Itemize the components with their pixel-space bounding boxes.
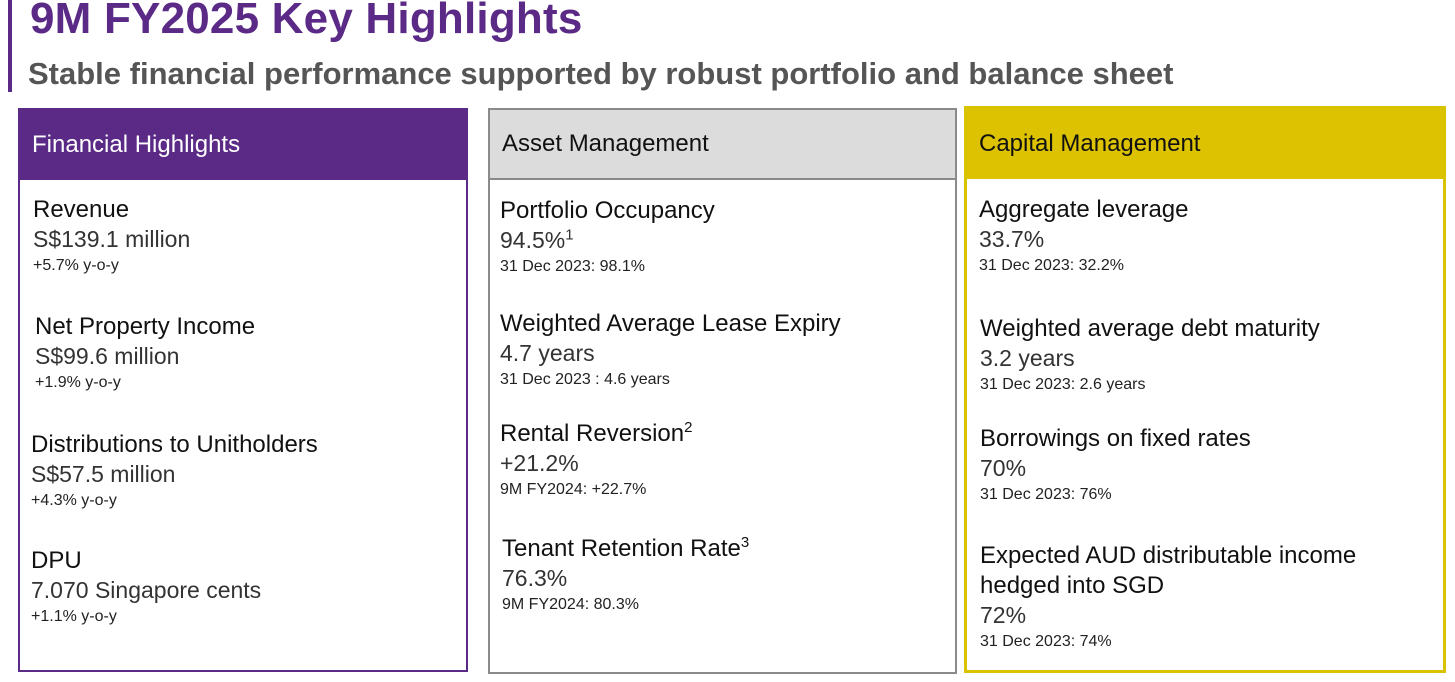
metric-value: 76.3%	[502, 565, 568, 591]
metric-debt-maturity: Weighted average debt maturity 3.2 years…	[980, 314, 1320, 395]
capital-management-header: Capital Management	[967, 109, 1443, 179]
metric-value: +21.2%	[500, 450, 579, 476]
metric-wale: Weighted Average Lease Expiry 4.7 years …	[500, 309, 841, 390]
capital-management-panel: Capital Management Aggregate leverage 33…	[964, 106, 1446, 673]
metric-value: S$99.6 million	[35, 343, 180, 369]
metric-aud-hedging: Expected AUD distributable income hedged…	[980, 541, 1356, 652]
metric-value-wrap: 94.5%1	[500, 226, 715, 256]
metric-note: 31 Dec 2023: 74%	[980, 632, 1112, 650]
metric-label: Expected AUD distributable income	[980, 542, 1357, 569]
metric-label-wrap: Rental Reversion2	[500, 419, 692, 449]
metric-note: 31 Dec 2023: 98.1%	[500, 257, 645, 275]
metric-label: Borrowings on fixed rates	[980, 425, 1251, 452]
metric-value: 4.7 years	[500, 340, 595, 366]
asset-management-panel: Asset Management Portfolio Occupancy 94.…	[488, 108, 957, 674]
metric-note: 31 Dec 2023 : 4.6 years	[500, 370, 670, 388]
metric-note: 9M FY2024: 80.3%	[502, 595, 639, 613]
metric-tenant-retention: Tenant Retention Rate3 76.3% 9M FY2024: …	[502, 534, 749, 615]
metric-aggregate-leverage: Aggregate leverage 33.7% 31 Dec 2023: 32…	[979, 195, 1188, 276]
metric-revenue: Revenue S$139.1 million +5.7% y-o-y	[33, 195, 190, 276]
metric-dpu: DPU 7.070 Singapore cents +1.1% y-o-y	[31, 546, 261, 627]
metric-rental-reversion: Rental Reversion2 +21.2% 9M FY2024: +22.…	[500, 419, 692, 500]
footnote-marker: 1	[565, 226, 574, 244]
title-accent-bar	[8, 0, 12, 92]
metric-value: S$139.1 million	[33, 226, 191, 252]
metric-label-line2: hedged into SGD	[980, 572, 1165, 599]
metric-net-property-income: Net Property Income S$99.6 million +1.9%…	[35, 312, 255, 393]
metric-note: +1.1% y-o-y	[31, 607, 117, 625]
metric-label: Weighted Average Lease Expiry	[500, 310, 841, 337]
metric-note: 31 Dec 2023: 76%	[980, 485, 1112, 503]
footnote-marker: 3	[740, 534, 750, 551]
asset-management-header: Asset Management	[490, 110, 955, 180]
metric-label: Rental Reversion	[500, 420, 685, 447]
metric-label-wrap: Tenant Retention Rate3	[502, 534, 749, 564]
financial-highlights-header: Financial Highlights	[20, 110, 466, 180]
page-title: 9M FY2025 Key Highlights	[30, 0, 583, 43]
metric-note: 9M FY2024: +22.7%	[500, 480, 647, 498]
footnote-marker: 2	[684, 419, 693, 436]
metric-value: 3.2 years	[980, 345, 1075, 371]
metric-note: +1.9% y-o-y	[35, 373, 121, 391]
metric-value: 72%	[980, 602, 1027, 628]
metric-portfolio-occupancy: Portfolio Occupancy 94.5%1 31 Dec 2023: …	[500, 196, 715, 277]
metric-value: 7.070 Singapore cents	[31, 577, 262, 603]
metric-note: +4.3% y-o-y	[31, 491, 117, 509]
metric-label: Net Property Income	[35, 313, 256, 340]
metric-label: Tenant Retention Rate	[502, 535, 741, 562]
metric-label: Portfolio Occupancy	[500, 197, 715, 224]
page-subtitle: Stable financial performance supported b…	[28, 56, 1174, 91]
metric-label: Weighted average debt maturity	[980, 315, 1320, 342]
metric-distributions: Distributions to Unitholders S$57.5 mill…	[31, 430, 318, 511]
metric-label: DPU	[31, 547, 82, 574]
metric-note: 31 Dec 2023: 32.2%	[979, 256, 1124, 274]
metric-value: 33.7%	[979, 226, 1045, 252]
metric-label: Distributions to Unitholders	[31, 431, 318, 458]
metric-value: 70%	[980, 455, 1027, 481]
metric-label: Revenue	[33, 196, 130, 223]
metric-value: S$57.5 million	[31, 461, 176, 487]
metric-value: 94.5%	[500, 227, 566, 253]
metric-note: 31 Dec 2023: 2.6 years	[980, 375, 1146, 393]
metric-label: Aggregate leverage	[979, 196, 1189, 223]
financial-highlights-panel: Financial Highlights Revenue S$139.1 mil…	[18, 108, 468, 672]
metric-note: +5.7% y-o-y	[33, 256, 119, 274]
metric-fixed-rate-borrowings: Borrowings on fixed rates 70% 31 Dec 202…	[980, 424, 1251, 505]
